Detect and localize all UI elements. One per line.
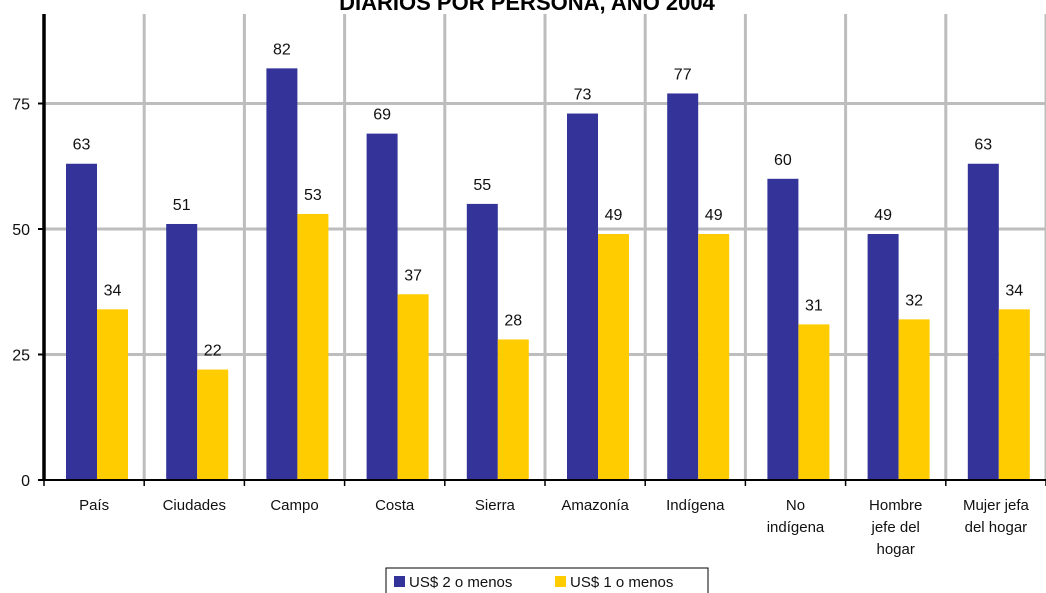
bars [66, 68, 1030, 481]
bar-us2-5 [567, 113, 598, 480]
legend-swatch-us2 [394, 576, 405, 587]
bar-us1-8 [898, 319, 930, 480]
x-tick-label: Ciudades [163, 497, 226, 514]
data-label: 34 [104, 282, 122, 299]
bar-us1-1 [197, 369, 229, 480]
data-label: 37 [404, 267, 422, 284]
bar-us1-2 [297, 213, 329, 480]
y-tick-label: 75 [12, 97, 30, 114]
bar-us2-6 [667, 93, 699, 481]
bar-us2-3 [366, 133, 398, 480]
chart-title: DIARIOS POR PERSONA, AÑO 2004 [339, 0, 715, 15]
data-label: 69 [373, 107, 391, 124]
legend: US$ 2 o menos US$ 1 o menos [385, 567, 709, 593]
x-tick-label: Costa [375, 497, 415, 514]
bar-us2-9 [967, 163, 999, 481]
data-label: 22 [204, 343, 222, 360]
y-tick-label: 25 [12, 348, 30, 365]
data-label: 32 [905, 292, 923, 309]
data-label: 34 [1005, 282, 1023, 299]
bar-us1-5 [598, 234, 629, 480]
bar-us2-2 [266, 68, 298, 481]
x-tick-label: País [79, 497, 109, 514]
data-label: 55 [473, 177, 491, 194]
data-label: 73 [574, 87, 592, 104]
data-label: 53 [304, 187, 322, 204]
data-label: 51 [173, 197, 191, 214]
data-label: 63 [73, 137, 91, 154]
data-label: 31 [805, 297, 823, 314]
data-label: 49 [874, 207, 892, 224]
data-label: 28 [504, 312, 522, 329]
data-label: 60 [774, 152, 792, 169]
x-tick-labels: País Ciudades Campo Costa Sierra Amazonía Indí… [79, 497, 1029, 558]
grid [44, 14, 1046, 480]
data-label: 49 [705, 207, 723, 224]
axes: 0 25 50 75 [12, 14, 1046, 490]
x-tick-label: Campo [270, 497, 318, 514]
x-tick-label: Sierra [475, 497, 516, 514]
bar-us1-6 [698, 234, 730, 480]
x-tick-label: Hombre jefe del hogar [869, 497, 922, 558]
y-tick-label: 0 [21, 473, 30, 490]
x-tick-label: No indígena [767, 497, 825, 536]
x-tick-label: Mujer jefa del hogar [963, 497, 1030, 536]
bar-us2-7 [767, 178, 799, 481]
data-label: 77 [674, 66, 692, 83]
bar-us1-4 [497, 339, 529, 480]
bar-us2-4 [466, 203, 498, 480]
bar-us2-1 [166, 223, 198, 481]
legend-label: US$ 1 o menos [570, 574, 673, 591]
bar-us2-0 [66, 163, 97, 481]
bar-us1-9 [998, 309, 1030, 480]
legend-label: US$ 2 o menos [409, 574, 512, 591]
value-labels: 63 34 51 22 82 53 69 37 55 28 73 49 77 49 60 31 49 32 63 34 [73, 41, 1024, 359]
bar-us2-8 [867, 234, 899, 480]
data-label: 63 [974, 137, 992, 154]
bar-us1-0 [97, 309, 128, 480]
data-label: 82 [273, 41, 291, 58]
y-tick-label: 50 [12, 222, 30, 239]
bar-us1-3 [397, 294, 429, 480]
data-label: 49 [605, 207, 623, 224]
legend-box [385, 567, 709, 593]
legend-swatch-us1 [555, 576, 566, 587]
x-tick-label: Indígena [666, 497, 725, 514]
x-tick-label: Amazonía [561, 497, 629, 514]
bar-us1-7 [798, 324, 830, 480]
